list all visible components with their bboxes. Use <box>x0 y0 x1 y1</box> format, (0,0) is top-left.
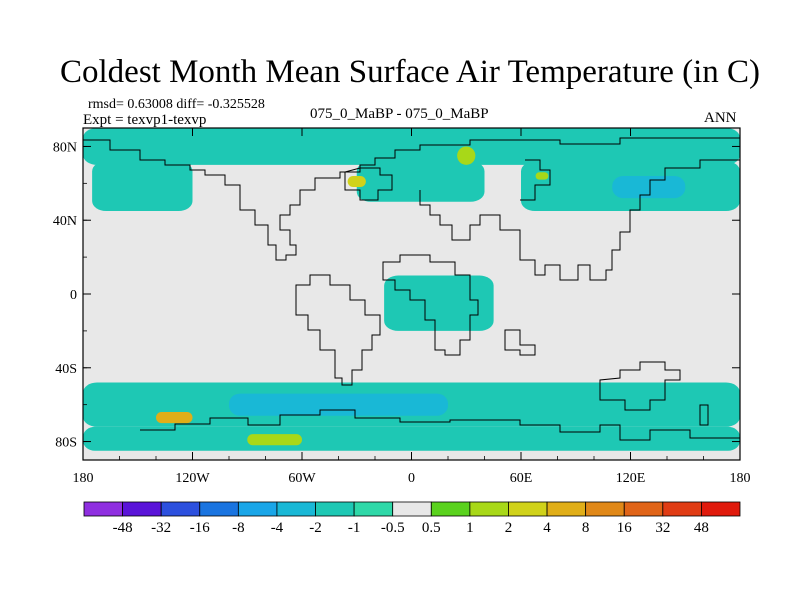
colorbar-swatch <box>662 501 702 517</box>
colorbar-label: 0.5 <box>422 520 441 536</box>
y-tick-label: 80S <box>55 436 77 451</box>
region-scandinavia <box>356 161 485 202</box>
x-tick-label: 180 <box>73 471 94 486</box>
region-south-pacific-warm <box>156 412 193 424</box>
x-tick-label: 120W <box>175 471 210 486</box>
x-tick-label: 0 <box>408 471 415 486</box>
colorbar-swatch <box>122 501 162 517</box>
colorbar-swatch <box>508 501 548 517</box>
coastline-eurasia <box>419 159 740 281</box>
region-antarctica-coast <box>83 426 740 451</box>
colorbar-label: 32 <box>655 520 670 536</box>
y-tick-label: 0 <box>70 288 77 303</box>
coastlines <box>83 137 740 441</box>
coastline-new-zealand <box>699 404 709 426</box>
coastline-antarctica <box>140 409 740 441</box>
colorbar-label: 8 <box>582 520 590 536</box>
colorbar-label: -2 <box>309 520 322 536</box>
x-axis: 180 120W 60W 0 60E 120E 180 <box>73 128 751 486</box>
y-tick-label: 80N <box>53 140 77 155</box>
colorbar-label: -32 <box>151 520 171 536</box>
colorbar-label: -0.5 <box>381 520 405 536</box>
colorbar-label: 1 <box>466 520 474 536</box>
colorbar-swatch <box>430 501 471 517</box>
colorbar-swatch <box>83 501 123 517</box>
colorbar-swatch <box>315 501 355 517</box>
x-tick-label: 180 <box>730 471 751 486</box>
region-greenland-warm <box>347 175 366 188</box>
colorbar-label: -8 <box>232 520 245 536</box>
coastline-north-america <box>83 137 740 261</box>
colorbar-swatch <box>469 501 509 517</box>
y-tick-label: 40N <box>53 214 77 229</box>
y-tick-label: 40S <box>55 362 77 377</box>
colorbar: -48 -32 -16 -8 -4 -2 -1 -0.5 0.5 1 2 4 8 16 32 48 <box>83 501 741 536</box>
region-antarctic-warm <box>247 434 302 446</box>
colorbar-label: 48 <box>694 520 709 536</box>
coastline-africa <box>382 254 479 356</box>
region-siberia-core <box>612 175 686 199</box>
coastline-australia <box>599 361 681 411</box>
y-axis: 80N 40N 0 40S 80S <box>53 140 740 451</box>
region-north-america-north <box>92 161 193 211</box>
colorbar-swatch <box>585 501 625 517</box>
region-southern-ocean-core <box>229 393 448 416</box>
coastline-southeast-islands <box>504 329 536 356</box>
colorbar-swatch <box>353 501 394 517</box>
coastline-south-america <box>295 274 381 386</box>
coastline-greenland <box>344 167 393 201</box>
colorbar-swatch <box>701 501 741 517</box>
colorbar-label: -48 <box>113 520 133 536</box>
anomaly-regions <box>83 128 740 451</box>
region-north-atlantic-warm <box>457 146 476 165</box>
x-tick-label: 60E <box>510 471 533 486</box>
coastline-india-se-asia <box>520 159 551 201</box>
colorbar-swatch <box>160 501 201 517</box>
colorbar-swatch <box>199 501 239 517</box>
colorbar-label: -16 <box>190 520 210 536</box>
region-tropical-speckle <box>384 275 494 331</box>
x-tick-label: 120E <box>616 471 646 486</box>
colorbar-label: -4 <box>271 520 284 536</box>
colorbar-swatch <box>546 501 587 517</box>
experiment-label: Expt = texvp1-texvp <box>83 112 207 128</box>
x-tick-label: 60W <box>288 471 316 486</box>
stats-label: rmsd= 0.63008 diff= -0.325528 <box>88 97 265 112</box>
colorbar-swatch <box>276 501 316 517</box>
chart-title: Coldest Month Mean Surface Air Temperatu… <box>60 54 760 90</box>
colorbar-label: 4 <box>543 520 551 536</box>
season-label: ANN <box>704 110 737 126</box>
colorbar-swatch <box>392 501 432 517</box>
region-europe-warm <box>535 172 549 180</box>
region-arctic-band <box>83 128 740 165</box>
comparison-label: 075_0_MaBP - 075_0_MaBP <box>310 106 489 122</box>
colorbar-swatch <box>623 501 664 517</box>
colorbar-label: -1 <box>348 520 361 536</box>
colorbar-label: 16 <box>617 520 633 536</box>
colorbar-label: 2 <box>505 520 513 536</box>
colorbar-swatch <box>237 501 278 517</box>
